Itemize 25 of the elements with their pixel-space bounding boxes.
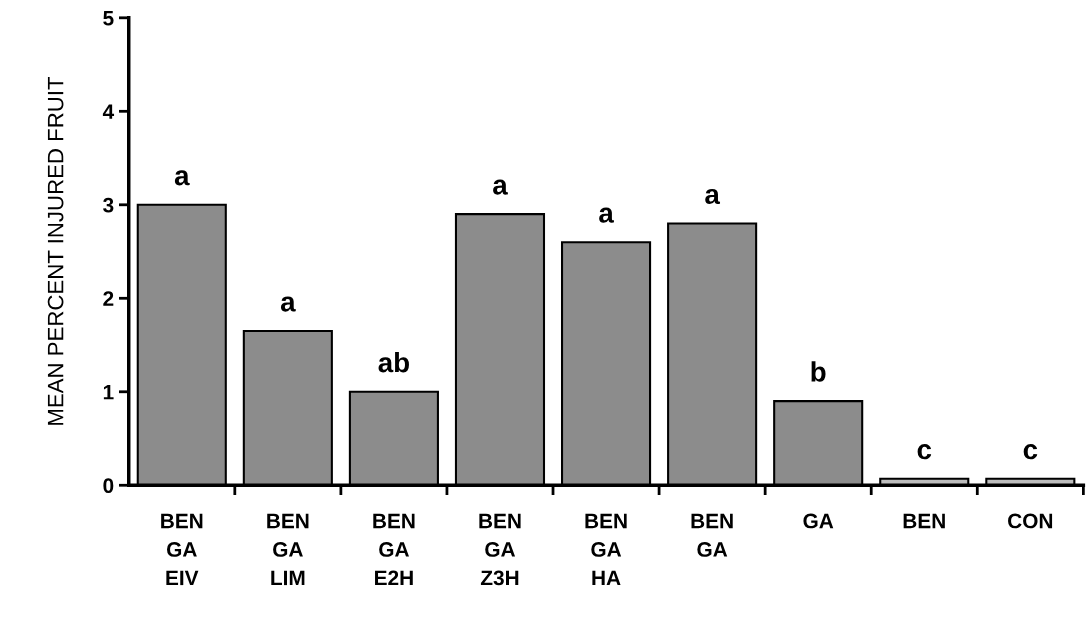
annotation: ab [378, 351, 409, 373]
annotation: a [599, 207, 614, 223]
x-tick-label: BEN GA Z3H [479, 513, 521, 586]
x-tick-label: BEN GA HA [585, 513, 627, 586]
annotation: a [705, 188, 721, 205]
annotation: a [493, 179, 508, 195]
annotation: c [1023, 444, 1038, 460]
annotation: c [917, 444, 932, 460]
y-tick-label: 1 [103, 384, 114, 400]
annotation: a [280, 296, 296, 312]
x-tick-label: BEN [903, 513, 945, 529]
y-tick-label: 3 [103, 197, 114, 213]
x-tick-label: BEN GA LIM [267, 513, 309, 586]
y-tick-label: 5 [103, 11, 114, 26]
annotation: b [811, 361, 826, 382]
x-tick-label: GA [803, 513, 834, 529]
x-tick-label: BEN GA E2H [373, 513, 415, 586]
y-tick-label: 0 [103, 478, 114, 494]
x-tick-label: CON [1008, 513, 1053, 529]
x-tick-label: BEN GA EIV [161, 513, 203, 586]
x-tick-label: BEN GA [691, 513, 733, 557]
y-axis-title: MEAN PERCENT INJURED FRUIT [47, 76, 64, 425]
y-tick-label: 2 [103, 291, 114, 306]
annotation: a [174, 170, 190, 186]
y-tick-label: 4 [102, 104, 115, 119]
